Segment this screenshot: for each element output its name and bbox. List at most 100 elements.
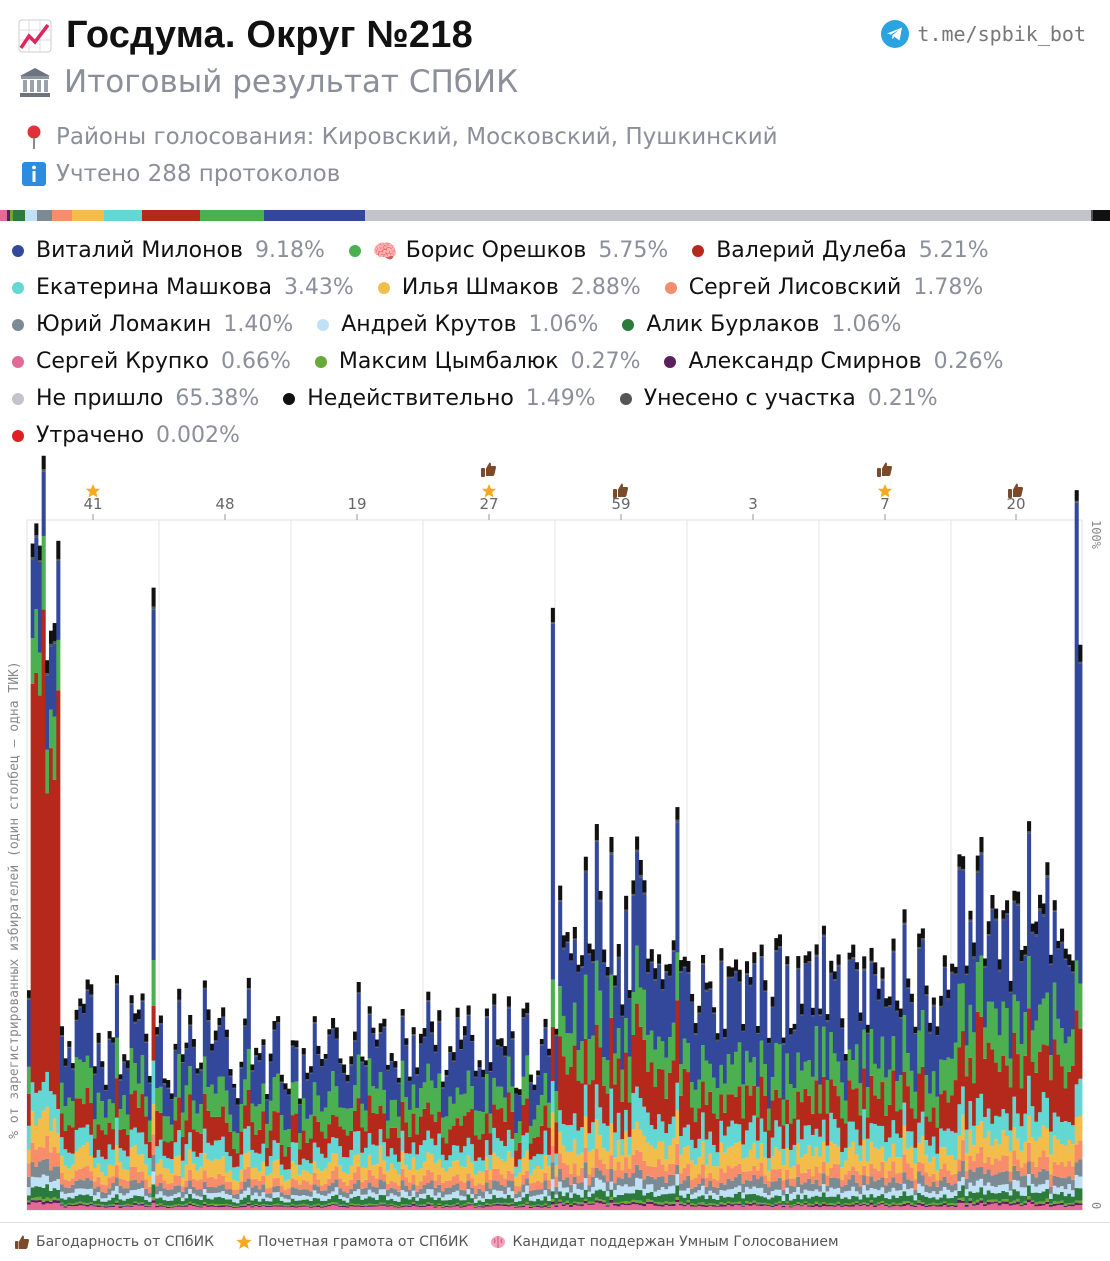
bar-segment xyxy=(788,1185,793,1194)
bar-segment xyxy=(580,967,585,1042)
bar-segment xyxy=(378,1106,383,1130)
bar-segment xyxy=(1016,891,1021,904)
legend-dot-icon xyxy=(619,392,632,405)
bar-segment xyxy=(151,1200,156,1203)
legend-item[interactable]: Екатерина Машкова 3.43% xyxy=(10,275,354,300)
bar-segment xyxy=(444,1194,449,1201)
bar-segment xyxy=(184,1187,189,1195)
bar-segment xyxy=(503,1194,508,1199)
bar-segment xyxy=(400,1016,405,1061)
bar-segment xyxy=(45,1184,50,1198)
bar-segment xyxy=(792,1029,797,1031)
bar-segment xyxy=(158,1112,163,1140)
bar-segment xyxy=(602,1191,607,1201)
bar-segment xyxy=(415,1204,420,1206)
legend-item[interactable]: Максим Цымбалюк 0.27% xyxy=(313,349,640,374)
bar-segment xyxy=(1019,1044,1024,1089)
bar-segment xyxy=(287,1202,292,1206)
bar-segment xyxy=(484,1191,489,1199)
bar-segment xyxy=(770,1169,775,1182)
legend-item[interactable]: Валерий Дулеба 5.21% xyxy=(690,238,989,263)
bar-segment xyxy=(961,868,966,871)
bar-segment xyxy=(290,1178,295,1188)
bar-segment xyxy=(525,1204,530,1210)
legend-item[interactable]: Утрачено 0.002% xyxy=(10,423,240,448)
bar-segment xyxy=(239,1154,244,1170)
bar-segment xyxy=(968,1101,973,1130)
bar-segment xyxy=(957,854,962,867)
bar-segment xyxy=(400,1015,405,1017)
bar-segment xyxy=(301,1158,306,1171)
legend-item[interactable]: Александр Смирнов 0.26% xyxy=(662,349,1003,374)
bar-segment xyxy=(1060,1192,1065,1201)
bar-segment xyxy=(309,1184,314,1192)
bar-segment xyxy=(770,1006,775,1008)
legend-item[interactable]: Недействительно 1.49% xyxy=(281,386,596,411)
legend-dot-icon xyxy=(283,392,296,405)
legend-item[interactable]: Илья Шмаков 2.88% xyxy=(376,275,641,300)
bar-segment xyxy=(635,1164,640,1178)
bar-segment xyxy=(151,1134,156,1155)
bar-segment xyxy=(942,1201,947,1204)
bar-segment xyxy=(118,1079,123,1081)
bar-segment xyxy=(356,992,361,994)
summary-segment xyxy=(1091,210,1094,221)
bar-segment xyxy=(920,1111,925,1136)
bar-segment xyxy=(342,1196,347,1201)
bar-segment xyxy=(602,1200,607,1203)
bar-segment xyxy=(799,1184,804,1194)
bar-segment xyxy=(726,1189,731,1197)
legend-item[interactable]: Не пришло 65.38% xyxy=(10,386,259,411)
bar-segment xyxy=(265,1204,270,1206)
bar-segment xyxy=(407,1080,413,1082)
bar-segment xyxy=(342,1073,347,1108)
bar-segment xyxy=(426,1152,431,1170)
bar-segment xyxy=(712,1178,717,1187)
bar-segment xyxy=(63,1179,68,1188)
bar-segment xyxy=(448,1204,453,1207)
bar-segment xyxy=(840,1152,845,1168)
bar-segment xyxy=(777,1177,783,1190)
bar-segment xyxy=(499,1197,504,1204)
bar-segment xyxy=(92,1074,97,1120)
bar-segment xyxy=(994,908,999,919)
bar-segment xyxy=(576,1050,581,1081)
legend-item[interactable]: Андрей Крутов 1.06% xyxy=(315,312,598,337)
bar-segment xyxy=(188,1193,193,1202)
bar-segment xyxy=(587,1196,592,1202)
bar-segment xyxy=(283,1202,288,1206)
bar-segment xyxy=(1045,1201,1050,1204)
bar-segment xyxy=(199,1104,204,1134)
bar-segment xyxy=(565,1204,570,1210)
bar-segment xyxy=(675,1202,680,1210)
bar-segment xyxy=(796,1143,801,1165)
bar-segment xyxy=(195,1180,200,1190)
legend-item[interactable]: Алик Бурлаков 1.06% xyxy=(620,312,901,337)
bar-segment xyxy=(279,1192,284,1197)
legend-item[interactable]: Унесено с участка 0.21% xyxy=(618,386,938,411)
legend-item[interactable]: Юрий Ломакин 1.40% xyxy=(10,312,293,337)
bar-segment xyxy=(107,1207,112,1210)
telegram-bot-link[interactable]: t.me/spbik_bot xyxy=(881,20,1086,48)
bar-segment xyxy=(788,1206,793,1208)
bar-segment xyxy=(730,1202,735,1205)
bar-segment xyxy=(158,1024,163,1087)
bar-segment xyxy=(78,1194,83,1202)
bar-segment xyxy=(85,1204,90,1207)
legend-item[interactable]: Сергей Крупко 0.66% xyxy=(10,349,291,374)
bar-segment xyxy=(1067,954,1072,966)
bar-segment xyxy=(840,1027,845,1029)
bar-segment xyxy=(257,1201,262,1206)
bar-segment xyxy=(605,1206,610,1210)
legend-item[interactable]: Виталий Милонов 9.18% xyxy=(10,238,325,263)
bar-segment xyxy=(169,1124,174,1142)
bar-segment xyxy=(396,1208,402,1210)
legend-item[interactable]: Сергей Лисовский 1.78% xyxy=(663,275,983,300)
bar-segment xyxy=(199,1200,204,1206)
bar-segment xyxy=(89,984,94,995)
bar-segment xyxy=(913,1190,918,1196)
legend-item[interactable]: 🧠 Борис Орешков 5.75% xyxy=(347,238,668,263)
bar-segment xyxy=(81,1205,87,1210)
bar-segment xyxy=(539,1038,544,1045)
bar-segment xyxy=(748,1170,753,1181)
